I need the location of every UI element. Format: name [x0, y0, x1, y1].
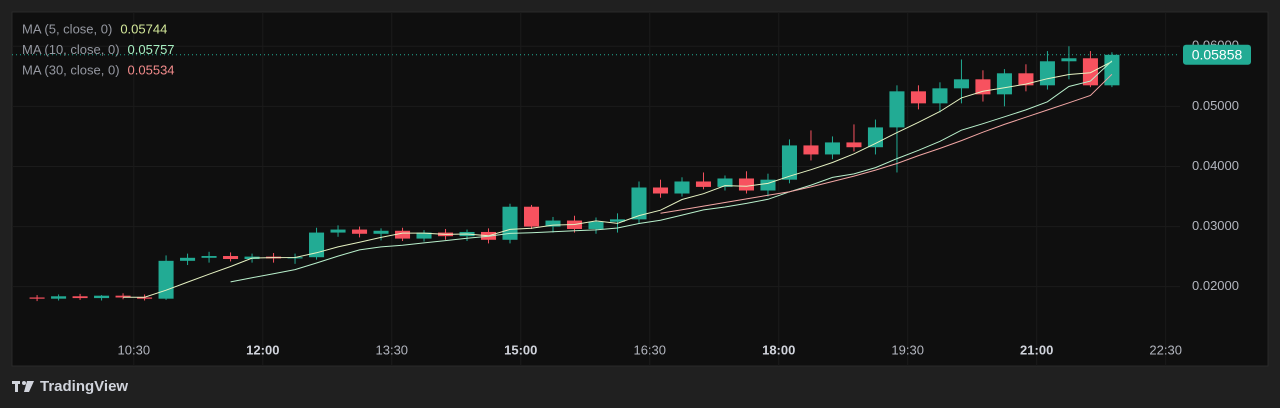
candle-body: [137, 297, 153, 299]
price-tag: 0.05858: [12, 44, 1251, 65]
candle-body: [1039, 61, 1055, 86]
legend-label: MA (30, close, 0): [22, 62, 120, 77]
candle-body: [781, 145, 797, 180]
candle-body: [588, 221, 604, 229]
candle-body: [996, 73, 1012, 95]
candle-body: [330, 229, 346, 233]
brand: TradingView: [40, 378, 128, 395]
candle-body: [1061, 58, 1077, 62]
candle-body: [631, 187, 647, 220]
candle-body: [502, 206, 518, 240]
legend-value: 0.05757: [128, 42, 175, 57]
candle-body: [352, 229, 368, 234]
candle-body: [652, 187, 669, 194]
x-tick-label: 12:00: [246, 342, 279, 357]
y-tick-label: 0.04000: [1192, 158, 1239, 173]
x-tick-label: 13:30: [376, 342, 409, 357]
candle-body: [180, 257, 196, 261]
x-tick-label: 15:00: [504, 342, 537, 357]
candle-body: [609, 219, 626, 222]
ma-line: [230, 60, 1113, 283]
candle-body: [309, 232, 325, 258]
candle-body: [1082, 58, 1098, 86]
grid: [12, 12, 1180, 366]
candle-body: [824, 142, 840, 155]
candle-body: [158, 260, 174, 299]
candle-body: [223, 256, 239, 260]
y-tick-label: 0.05000: [1192, 98, 1239, 113]
legend-value: 0.05534: [128, 62, 175, 77]
ma-lines: [123, 60, 1113, 298]
logo: [12, 381, 34, 392]
candle-body: [846, 142, 862, 148]
candle-body: [738, 178, 755, 191]
x-axis: 10:30 12:00 13:30 15:00 16:30 18:00 19:30 21:00…: [118, 342, 1182, 357]
candle-body: [674, 181, 690, 194]
legend-label: MA (5, close, 0): [22, 21, 112, 36]
ma-line: [123, 61, 1113, 298]
last-price-box: [1183, 44, 1251, 65]
ma-line: [660, 73, 1113, 214]
legend-value: 0.05744: [120, 21, 167, 36]
candle-body: [523, 206, 540, 227]
x-tick-label: 22:30: [1149, 342, 1182, 357]
candle-body: [72, 296, 88, 299]
candle-body: [760, 179, 776, 191]
y-tick-label: 0.03000: [1192, 218, 1239, 233]
x-tick-label: 16:30: [633, 342, 666, 357]
candle-body: [975, 79, 991, 95]
candle-body: [910, 91, 926, 104]
last-price-label: 0.05858: [1192, 46, 1243, 62]
x-tick-label: 19:30: [891, 342, 924, 357]
candle-body: [867, 127, 883, 148]
candle-body: [115, 295, 131, 298]
candle-body: [717, 178, 733, 187]
candle-body: [695, 181, 712, 187]
candle-body: [94, 295, 110, 299]
candle-body: [51, 296, 67, 299]
legend-label: MA (10, close, 0): [22, 42, 120, 57]
candle-body: [953, 79, 969, 89]
candle-body: [545, 220, 561, 227]
x-tick-label: 21:00: [1020, 342, 1053, 357]
candle-body: [1018, 73, 1034, 86]
candle-body: [803, 145, 819, 155]
candle-body: [373, 230, 389, 234]
candle-body: [201, 256, 217, 258]
y-tick-label: 0.02000: [1192, 278, 1239, 293]
candle-body: [932, 88, 948, 104]
candle-body: [395, 230, 411, 239]
x-tick-label: 18:00: [762, 342, 795, 357]
candle-body: [29, 297, 45, 299]
candle-body: [1104, 54, 1120, 86]
candle-body: [889, 91, 905, 128]
candle-body: [416, 232, 432, 239]
x-tick-label: 10:30: [118, 342, 151, 357]
